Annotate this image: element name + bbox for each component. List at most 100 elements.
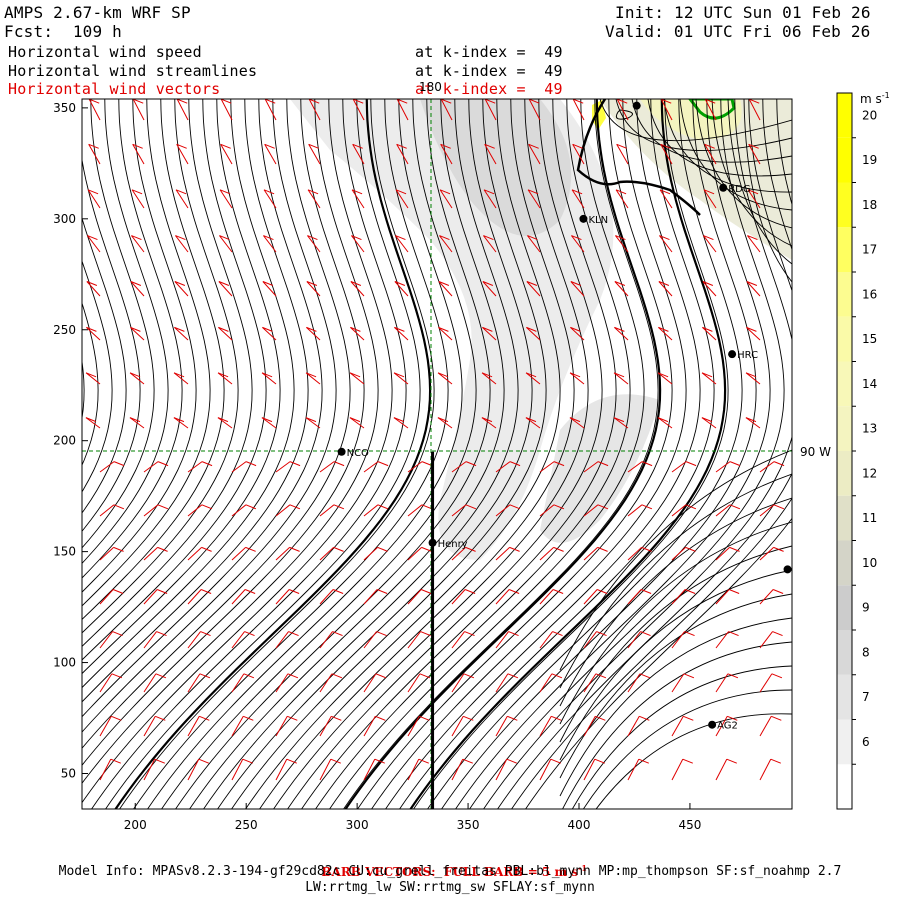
wind-barb-flag <box>219 235 230 241</box>
wind-barb-flag <box>396 143 407 149</box>
streamline <box>91 99 407 809</box>
wind-barb-flag <box>305 417 317 423</box>
streamline <box>595 713 792 809</box>
streamline <box>82 99 155 549</box>
wind-barb-flag <box>614 326 625 332</box>
streamline <box>82 99 197 593</box>
streamline <box>562 641 792 809</box>
wind-barb <box>495 504 511 517</box>
streamline <box>259 99 575 809</box>
wind-barb <box>395 235 409 253</box>
wind-barb-flag <box>156 589 168 594</box>
wind-barb-flag <box>552 631 563 637</box>
wind-barb-flag <box>306 281 318 286</box>
wind-barb-flag <box>463 715 474 721</box>
wind-barb <box>319 716 332 737</box>
wind-barb <box>657 417 673 429</box>
wind-barb <box>187 631 201 649</box>
wind-barb <box>99 589 114 605</box>
wind-barb-flag <box>199 715 210 721</box>
wind-barb-flag <box>595 715 606 721</box>
wind-barb-flag <box>419 673 431 679</box>
wind-barb-flag <box>526 326 537 332</box>
wind-barb-flag <box>395 189 407 195</box>
wind-barb <box>572 144 585 165</box>
wind-barb-flag <box>660 143 671 149</box>
wind-barb <box>129 372 145 385</box>
wind-barb <box>527 235 541 253</box>
wind-barb <box>759 673 773 693</box>
streamline <box>559 449 792 671</box>
streamline <box>301 99 617 809</box>
wind-barb <box>627 504 643 517</box>
wind-barb-flag <box>306 326 317 332</box>
wind-barb-flag <box>219 189 231 195</box>
wind-barb <box>231 673 245 693</box>
wind-barb <box>451 631 465 649</box>
streamline <box>82 216 127 514</box>
streamline <box>357 99 673 809</box>
wind-barb <box>747 189 761 209</box>
wind-barb <box>438 281 453 297</box>
wind-barb-flag <box>374 758 385 764</box>
wind-barb <box>231 716 244 737</box>
streamline <box>559 569 792 761</box>
wind-barb-flag <box>658 281 670 286</box>
wind-barb-flag <box>465 546 476 552</box>
wind-barb-flag <box>418 758 429 764</box>
station-marker <box>428 538 437 547</box>
wind-barb <box>264 99 277 121</box>
wind-barb <box>176 144 189 165</box>
wind-barb-flag <box>393 372 405 378</box>
wind-barb <box>481 417 497 429</box>
wind-barb-flag <box>262 326 273 332</box>
wind-barb <box>715 673 729 693</box>
streamline <box>82 99 295 689</box>
wind-barb-flag <box>286 758 297 764</box>
wind-barb-flag <box>570 326 581 332</box>
wind-barb-flag <box>157 461 169 467</box>
wind-barb <box>99 673 113 693</box>
streamline <box>82 259 113 493</box>
streamline <box>189 99 505 809</box>
y-tick-label: 200 <box>53 434 76 448</box>
streamline <box>599 99 792 142</box>
streamline <box>82 99 169 564</box>
wind-barb <box>659 235 673 253</box>
station-marker <box>708 720 717 729</box>
wind-barb-flag <box>464 631 475 637</box>
wind-barb-flag <box>615 235 626 241</box>
streamline <box>82 358 85 421</box>
streamline <box>161 99 477 809</box>
wind-barb <box>627 631 641 649</box>
streamline <box>82 156 141 532</box>
wind-barb-flag <box>263 235 274 241</box>
streamline <box>0 80 28 830</box>
wind-barb <box>231 504 247 517</box>
wind-barb <box>130 281 145 297</box>
wind-barb-flag <box>439 235 450 241</box>
wind-barb-flag <box>728 631 739 637</box>
wind-barb-flag <box>333 461 345 467</box>
streamline <box>663 99 792 193</box>
station-label: NCO <box>347 448 369 459</box>
streamline <box>0 80 42 830</box>
wind-barb <box>99 758 112 781</box>
wind-barb <box>131 189 145 209</box>
wind-barb-flag <box>701 417 713 423</box>
wind-barb <box>439 189 453 209</box>
wind-barb-flag <box>553 546 564 552</box>
wind-barb <box>275 504 291 517</box>
wind-barb-flag <box>265 99 276 104</box>
wind-barb <box>583 546 598 561</box>
wind-barb-flag <box>201 546 212 552</box>
streamline <box>82 99 239 634</box>
wind-barb-flag <box>175 235 186 241</box>
barb-note: BARB VECTORS: FULL BARB = 5 m s-1 <box>0 849 900 879</box>
wind-barb <box>143 589 158 605</box>
wind-barb-flag <box>685 546 696 552</box>
wind-barb-flag <box>482 326 493 332</box>
colorbar-label: 11 <box>862 511 877 525</box>
wind-barb-flag <box>85 417 97 423</box>
wind-barb <box>571 235 585 253</box>
